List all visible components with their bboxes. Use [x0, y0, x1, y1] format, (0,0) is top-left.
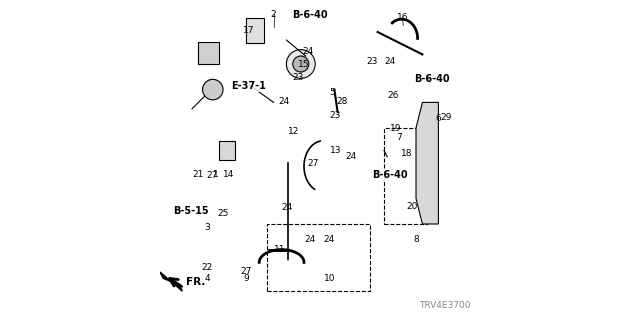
Text: 26: 26: [387, 91, 399, 100]
Text: 20: 20: [406, 202, 418, 211]
Text: 10: 10: [324, 274, 335, 283]
Text: 8: 8: [413, 236, 419, 244]
Text: 4: 4: [205, 274, 210, 283]
Circle shape: [202, 79, 223, 100]
Text: 16: 16: [397, 13, 408, 22]
Text: 24: 24: [304, 235, 316, 244]
Text: 18: 18: [401, 149, 412, 158]
Text: E-37-1: E-37-1: [232, 81, 266, 91]
Text: 25: 25: [218, 209, 229, 218]
Text: B-6-40: B-6-40: [292, 10, 328, 20]
Text: 9: 9: [244, 274, 249, 283]
Text: 11: 11: [275, 245, 285, 254]
Text: 17: 17: [243, 26, 255, 35]
Text: 23: 23: [330, 111, 341, 120]
Text: 28: 28: [336, 97, 348, 106]
Text: 1: 1: [213, 170, 219, 179]
Text: 13: 13: [330, 146, 341, 155]
Text: 24: 24: [282, 203, 293, 212]
Text: 24: 24: [384, 57, 396, 66]
Circle shape: [287, 50, 316, 78]
Text: 27: 27: [206, 171, 218, 180]
Text: 23: 23: [366, 57, 378, 66]
Text: 6: 6: [436, 114, 441, 123]
Text: B-5-15: B-5-15: [173, 205, 209, 216]
Text: 22: 22: [202, 263, 213, 272]
Circle shape: [293, 56, 309, 72]
Text: TRV4E3700: TRV4E3700: [419, 301, 470, 310]
Text: 7: 7: [397, 133, 402, 142]
Text: B-6-40: B-6-40: [414, 74, 450, 84]
Text: 24: 24: [302, 47, 314, 56]
Text: 15: 15: [298, 60, 309, 68]
Text: 5: 5: [330, 88, 335, 97]
Text: 2: 2: [271, 10, 276, 19]
Text: FR.: FR.: [186, 276, 205, 287]
Text: 23: 23: [292, 73, 304, 82]
Polygon shape: [416, 102, 438, 224]
Text: 27: 27: [240, 267, 252, 276]
Text: 12: 12: [288, 127, 300, 136]
FancyBboxPatch shape: [246, 18, 264, 43]
Text: 14: 14: [223, 170, 234, 179]
Polygon shape: [160, 272, 182, 291]
Text: 29: 29: [441, 113, 452, 122]
Text: 21: 21: [192, 170, 204, 179]
Text: 27: 27: [307, 159, 319, 168]
Polygon shape: [219, 141, 236, 160]
Text: 3: 3: [205, 223, 210, 232]
Text: 24: 24: [278, 97, 290, 106]
Polygon shape: [198, 42, 219, 64]
Text: 19: 19: [390, 124, 402, 132]
Text: 24: 24: [346, 152, 357, 161]
Text: B-6-40: B-6-40: [372, 170, 408, 180]
Text: 24: 24: [323, 235, 335, 244]
